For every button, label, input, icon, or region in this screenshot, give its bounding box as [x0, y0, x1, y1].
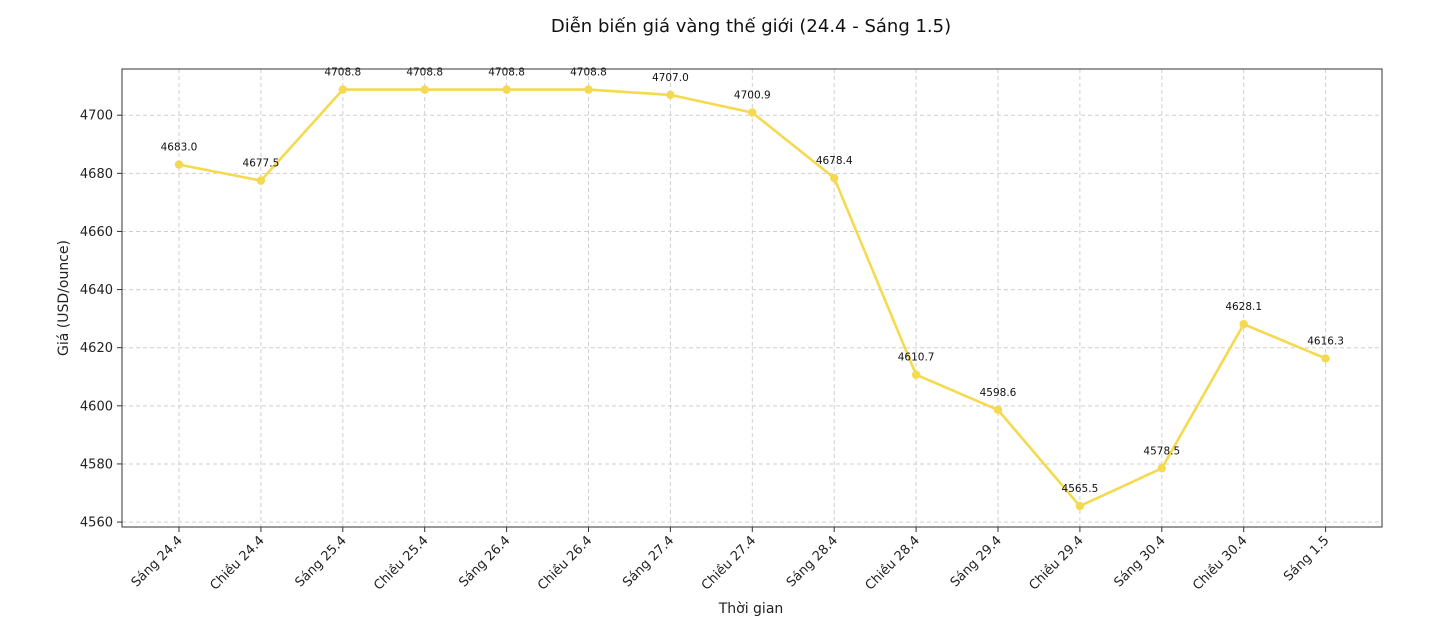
x-tick-label: Sáng 26.4	[456, 533, 513, 590]
x-axis-ticks: Sáng 24.4 Chiều 24.4 Sáng 25.4 Chiều 25.4 Sá…	[129, 527, 1332, 594]
y-tick-label: 4640	[80, 283, 113, 298]
x-tick-label: Sáng 1.5	[1281, 533, 1332, 584]
x-tick-label: Chiều 27.4	[699, 533, 759, 593]
x-tick-label: Sáng 27.4	[620, 533, 677, 590]
data-point	[420, 85, 429, 94]
x-tick-label: Sáng 29.4	[948, 533, 1005, 590]
y-tick-label: 4700	[80, 109, 113, 124]
x-tick-label: Sáng 24.4	[129, 533, 186, 590]
data-point	[1239, 319, 1248, 329]
data-point	[1157, 464, 1167, 473]
data-point	[993, 405, 1003, 415]
data-point	[338, 85, 347, 94]
y-tick-label: 4560	[80, 516, 113, 531]
data-point	[830, 173, 839, 183]
x-tick-label: Sáng 28.4	[784, 533, 841, 590]
y-tick-label: 4580	[80, 457, 113, 472]
data-label: 4707.0	[652, 72, 689, 84]
chart-title: Diễn biến giá vàng thế giới (24.4 - Sáng…	[551, 16, 951, 37]
data-point	[502, 85, 511, 94]
data-label: 4700.9	[734, 90, 771, 102]
data-point	[174, 160, 184, 169]
x-axis-label: Thời gian	[718, 601, 784, 617]
data-label: 4616.3	[1307, 335, 1344, 347]
data-label: 4677.5	[243, 158, 280, 170]
data-point	[1075, 501, 1085, 511]
series-gold-price	[174, 85, 1330, 511]
data-point	[256, 176, 266, 185]
data-point	[666, 90, 675, 100]
x-tick-label: Chiều 28.4	[863, 533, 923, 593]
data-label: 4708.8	[406, 67, 443, 79]
plot-area-frame	[121, 68, 1383, 528]
data-label: 4610.7	[898, 352, 935, 364]
data-label: 4683.0	[161, 142, 198, 154]
y-tick-label: 4660	[80, 225, 113, 240]
data-label: 4565.5	[1062, 483, 1099, 495]
grid	[122, 69, 1382, 527]
data-point	[1321, 354, 1330, 363]
data-label: 4708.8	[324, 67, 361, 79]
data-label: 4578.5	[1143, 445, 1180, 457]
data-point	[911, 370, 921, 379]
x-tick-label: Chiều 29.4	[1026, 533, 1086, 593]
data-point	[748, 108, 757, 117]
x-tick-label: Chiều 30.4	[1190, 533, 1250, 593]
y-axis-label: Giá (USD/ounce)	[56, 240, 72, 356]
data-labels: 4683.0 4677.5 4708.8 4708.8 4708.8 4708.8 4707…	[161, 67, 1344, 495]
data-label: 4678.4	[816, 155, 853, 167]
y-tick-label: 4680	[80, 167, 113, 182]
x-tick-label: Chiều 26.4	[535, 533, 595, 593]
data-label: 4628.1	[1225, 301, 1262, 313]
y-tick-label: 4620	[80, 341, 113, 356]
data-label: 4708.8	[488, 67, 525, 79]
data-label: 4708.8	[570, 67, 607, 79]
x-tick-label: Chiều 25.4	[371, 533, 431, 593]
data-point	[584, 85, 593, 94]
y-axis-ticks: 4560 4580 4600 4620 4640 4660 4680 4700	[80, 109, 122, 531]
y-tick-label: 4600	[80, 399, 113, 414]
x-tick-label: Sáng 25.4	[292, 533, 349, 590]
x-tick-label: Chiều 24.4	[207, 533, 267, 593]
data-label: 4598.6	[980, 387, 1017, 399]
x-tick-label: Sáng 30.4	[1111, 533, 1168, 590]
